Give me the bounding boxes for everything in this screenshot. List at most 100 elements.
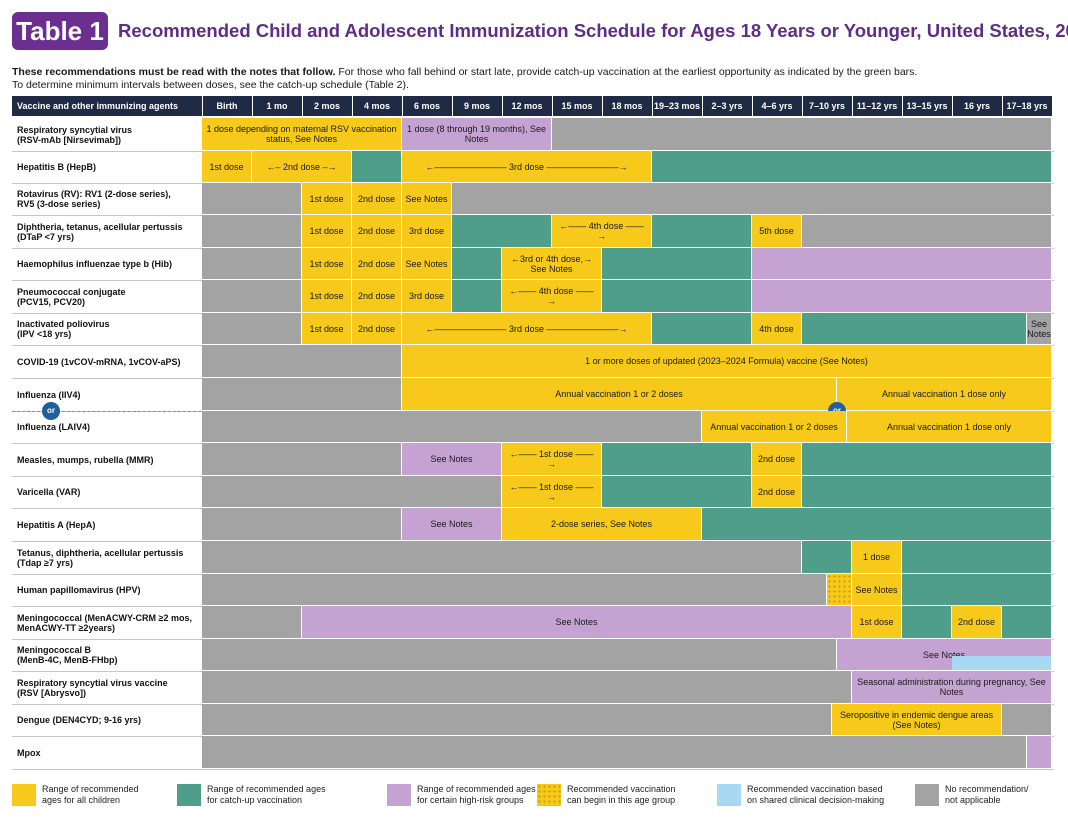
schedule-cell-text: 2nd dose — [357, 323, 396, 334]
vaccine-label-line: Hepatitis A (HepA) — [17, 519, 96, 530]
schedule-cell — [202, 606, 302, 639]
column-header-3: 4 mos — [352, 96, 402, 116]
schedule-cell: 3rd dose — [402, 215, 452, 248]
schedule-cell: See Notes — [402, 508, 502, 541]
schedule-cell-text: See Notes — [405, 193, 448, 204]
vaccine-label-line: MenACWY-TT ≥2years) — [17, 622, 115, 633]
schedule-cell-text: See Notes — [1027, 318, 1051, 339]
vaccine-label-text: Measles, mumps, rubella (MMR) — [17, 455, 154, 465]
schedule-cell: See Notes — [402, 443, 502, 476]
vaccine-label-text: Respiratory syncytial virus vaccine (RSV … — [17, 678, 168, 698]
schedule-cell-text: 2nd dose — [357, 291, 396, 301]
schedule-cell-text: 1st dose — [209, 161, 244, 172]
legend-label-line: on shared clinical decision-making — [747, 795, 885, 805]
vaccine-label-line: Influenza (LAIV4) — [17, 422, 91, 432]
schedule-cell — [602, 476, 752, 508]
vaccine-label: Pneumococcal conjugate (PCV15, PCV20) — [12, 280, 202, 313]
legend-item: Recommended vaccination can begin in this… — [537, 784, 676, 806]
schedule-cell — [202, 736, 1027, 769]
schedule-cell — [802, 313, 1027, 345]
table-number-badge: Table 1 — [12, 12, 108, 50]
schedule-cell: 4th dose — [752, 313, 802, 345]
schedule-cell-text: 1 or more doses of updated (2023–2024 Fo… — [585, 356, 868, 366]
schedule-cell-text: ←—— 4th dose ——→ — [509, 286, 594, 306]
vaccine-label-line: Meningococcal B — [17, 645, 92, 655]
schedule-cell — [202, 215, 302, 248]
schedule-cell: See Notes — [402, 248, 452, 280]
vaccine-label: Dengue (DEN4CYD; 9-16 yrs) — [12, 704, 202, 736]
vaccine-label: Respiratory syncytial virus (RSV-mAb [Nir… — [12, 118, 202, 151]
vaccine-label-line: Tetanus, diphtheria, acellular pertussis — [17, 547, 184, 558]
schedule-cell: Annual vaccination 1 or 2 doses — [402, 378, 837, 411]
vaccine-label: Inactivated poliovirus (IPV <18 yrs) — [12, 313, 202, 345]
schedule-cell — [802, 215, 1052, 248]
vaccine-label-line: Respiratory syncytial virus — [17, 124, 133, 135]
schedule-cell — [652, 215, 752, 248]
schedule-cell: 1 dose (8 through 19 months), See Notes — [402, 118, 552, 151]
schedule-cell — [202, 183, 302, 215]
vaccine-label-text: Hepatitis A (HepA) — [17, 520, 95, 530]
schedule-cell: 2nd dose — [752, 443, 802, 476]
schedule-cell: Annual vaccination 1 dose only — [847, 411, 1052, 443]
vaccine-label-line: RV5 (3-dose series) — [17, 199, 101, 209]
schedule-cell-text: 3rd dose — [408, 291, 445, 301]
intro-bold: These recommendations must be read with … — [12, 66, 336, 78]
vaccine-label-text: Respiratory syncytial virus (RSV-mAb [Nir… — [17, 125, 132, 145]
schedule-cell-text: 1 dose depending on maternal RSV vaccina… — [206, 124, 397, 144]
legend-swatch — [915, 784, 939, 806]
vaccine-label-text: Meningococcal (MenACWY-CRM ≥2 mos, MenACW… — [17, 613, 192, 633]
vaccine-label-line: (IPV <18 yrs) — [17, 329, 72, 339]
header-divider — [652, 96, 653, 116]
column-header-11: 4–6 yrs — [752, 96, 802, 116]
vaccine-label-line: Hepatitis B (HepB) — [17, 162, 97, 172]
schedule-cell-text: 2nd dose — [757, 486, 796, 497]
schedule-cell: 2nd dose — [752, 476, 802, 508]
legend-label-line: for certain high-risk groups — [417, 795, 524, 805]
schedule-cell — [202, 574, 827, 606]
legend-item: Recommended vaccination based on shared c… — [717, 784, 884, 806]
schedule-cell — [202, 280, 302, 313]
vaccine-label-text: Varicella (VAR) — [17, 487, 80, 497]
legend-label-line: Recommended vaccination — [567, 784, 676, 794]
schedule-cell: 2nd dose — [352, 183, 402, 215]
legend-label-line: for catch-up vaccination — [207, 795, 303, 805]
schedule-cell-text: Annual vaccination 1 dose only — [886, 421, 1012, 432]
schedule-cell — [902, 541, 1052, 574]
schedule-cell-text: 3rd dose — [408, 226, 445, 236]
schedule-cell — [202, 508, 402, 541]
schedule-cell-text: ←3rd or 4th dose,→ See Notes — [510, 253, 593, 274]
vaccine-label-line: Dengue (DEN4CYD; 9-16 yrs) — [17, 715, 142, 725]
schedule-cell: Seasonal administration during pregnancy… — [852, 671, 1052, 704]
schedule-cell: See Notes — [402, 183, 452, 215]
page-title: Recommended Child and Adolescent Immuniz… — [118, 20, 1068, 41]
schedule-cell: 1st dose — [852, 606, 902, 639]
schedule-cell — [1027, 736, 1052, 769]
schedule-cell — [752, 280, 1052, 313]
vaccine-label-text: Hepatitis B (HepB) — [17, 162, 96, 172]
vaccine-label-line: Rotavirus (RV): RV1 (2-dose series), — [17, 189, 171, 199]
header-divider — [702, 96, 703, 116]
schedule-cell: ←– 2nd dose –→ — [252, 151, 352, 183]
legend-swatch — [387, 784, 411, 806]
vaccine-label-line: (MenB-4C, MenB-FHbp) — [17, 655, 118, 665]
schedule-cell — [702, 508, 1052, 541]
schedule-cell — [452, 215, 552, 248]
schedule-cell-text: 2-dose series, See Notes — [550, 519, 653, 529]
legend-label: Range of recommended ages for all childre… — [42, 784, 139, 806]
schedule-cell — [602, 443, 752, 476]
schedule-cell — [452, 183, 1052, 215]
schedule-cell-text: 2nd dose — [757, 454, 796, 464]
schedule-cell: 5th dose — [752, 215, 802, 248]
vaccine-label-line: COVID-19 (1vCOV-mRNA, 1vCOV-aPS) — [17, 356, 181, 367]
vaccine-label-text: Mpox — [17, 748, 41, 758]
vaccine-label: Mpox — [12, 736, 202, 769]
schedule-cell: ←———————— 3rd dose ————————→ — [402, 151, 652, 183]
schedule-cell-text: 1st dose — [309, 226, 344, 236]
vaccine-label: Haemophilus influenzae type b (Hib) — [12, 248, 202, 280]
schedule-cell — [452, 280, 502, 313]
legend-label-line: Range of recommended ages — [207, 784, 326, 794]
schedule-cell — [1002, 606, 1052, 639]
schedule-cell-text: 2nd dose — [957, 617, 996, 627]
legend-item: No recommendation/not applicable — [915, 784, 1029, 806]
schedule-cell-text: 1st dose — [309, 323, 344, 334]
